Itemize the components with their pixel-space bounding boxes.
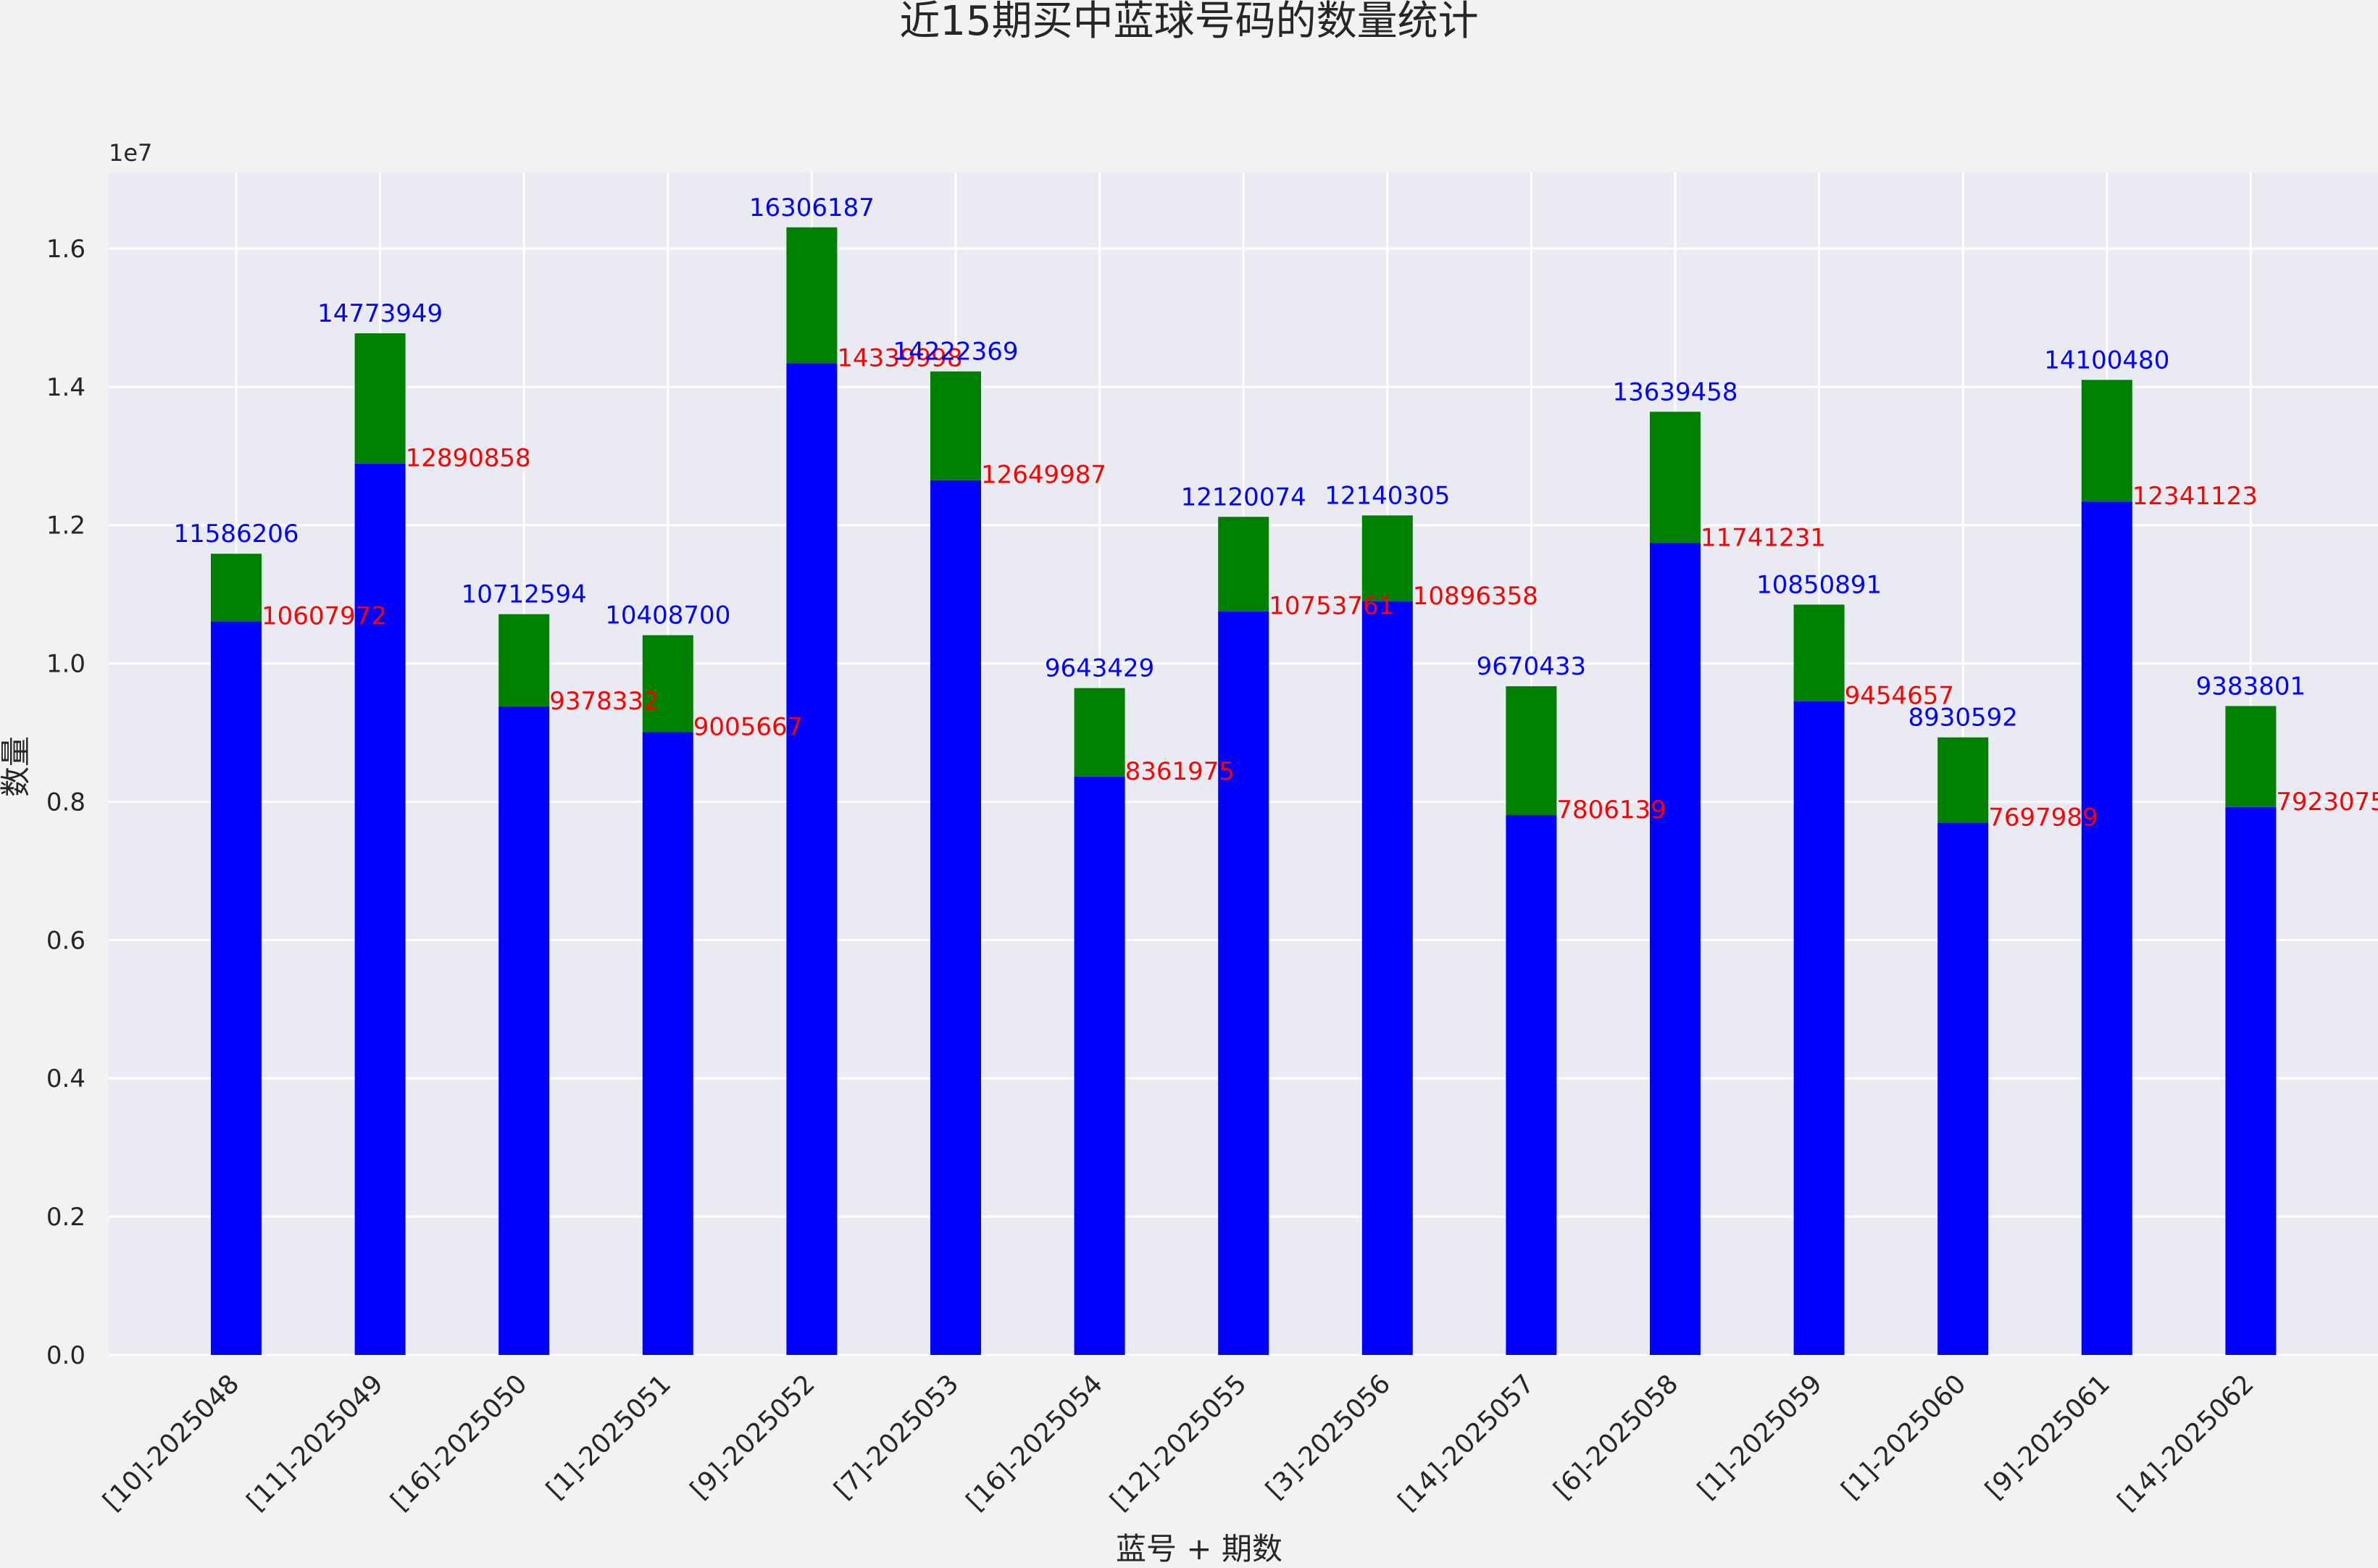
bar-top-segment bbox=[2225, 706, 2277, 807]
chart-title: 近15期买中蓝球号码的数量统计 bbox=[899, 0, 1478, 45]
total-value-label: 12140305 bbox=[1324, 481, 1450, 510]
bar-bottom-segment bbox=[2225, 806, 2277, 1355]
bar-bottom-segment bbox=[1218, 611, 1269, 1355]
total-value-label: 10712594 bbox=[462, 580, 587, 609]
bar-bottom-segment bbox=[1937, 822, 1989, 1355]
bar-bottom-segment bbox=[1361, 601, 1413, 1355]
y-axis-ticks: 0.0 0.2 0.4 0.6 0.8 1.0 1.2 1.4 1.6 bbox=[46, 235, 85, 1370]
bar-top-segment bbox=[498, 614, 550, 706]
bar-top-segment bbox=[642, 635, 693, 733]
total-value-label: 14100480 bbox=[2044, 346, 2169, 375]
bar-bottom-segment bbox=[2081, 501, 2132, 1355]
bottom-value-label: 10753761 bbox=[1269, 592, 1394, 621]
bottom-value-label: 12649987 bbox=[981, 461, 1106, 490]
total-value-label: 16306187 bbox=[749, 193, 875, 222]
bars bbox=[211, 227, 2277, 1356]
bar-bottom-segment bbox=[211, 621, 262, 1355]
total-value-label: 12120074 bbox=[1181, 483, 1306, 512]
y-tick-label: 0.6 bbox=[46, 926, 85, 955]
bar-top-segment bbox=[1793, 604, 1845, 701]
bar-top-segment bbox=[1506, 686, 1557, 815]
bar-bottom-segment bbox=[786, 363, 838, 1356]
bottom-value-label: 9005667 bbox=[693, 713, 803, 742]
bottom-value-label: 9378332 bbox=[549, 687, 659, 716]
bottom-value-label: 7806139 bbox=[1556, 796, 1666, 825]
bar-bottom-segment bbox=[1793, 701, 1845, 1355]
bar-top-segment bbox=[354, 333, 406, 464]
bar-bottom-segment bbox=[1506, 814, 1557, 1355]
y-tick-label: 1.4 bbox=[46, 373, 85, 402]
bar-top-segment bbox=[1650, 412, 1701, 543]
bar-top-segment bbox=[1218, 517, 1269, 612]
y-tick-label: 1.2 bbox=[46, 512, 85, 541]
y-tick-label: 1.6 bbox=[46, 235, 85, 264]
bar-top-segment bbox=[1361, 515, 1413, 602]
y-tick-label: 0.8 bbox=[46, 788, 85, 817]
bar-bottom-segment bbox=[354, 463, 406, 1355]
bottom-value-label: 14339998 bbox=[837, 343, 962, 372]
total-value-label: 10850891 bbox=[1756, 570, 1882, 599]
total-value-label: 9643429 bbox=[1045, 654, 1154, 683]
bar-top-segment bbox=[211, 554, 262, 622]
bar-bottom-segment bbox=[498, 706, 550, 1355]
bottom-value-label: 7923075 bbox=[2276, 788, 2378, 817]
bottom-value-label: 8361975 bbox=[1125, 757, 1235, 786]
bar-bottom-segment bbox=[930, 480, 981, 1355]
y-axis-label: 数量 bbox=[0, 736, 33, 797]
bar-top-segment bbox=[786, 227, 838, 364]
bottom-value-label: 12890858 bbox=[406, 444, 531, 473]
total-value-label: 8930592 bbox=[1908, 704, 2017, 733]
bar-top-segment bbox=[2081, 380, 2132, 502]
total-value-label: 9383801 bbox=[2196, 672, 2306, 701]
y-tick-label: 1.0 bbox=[46, 650, 85, 679]
bottom-value-label: 11741231 bbox=[1701, 523, 1826, 552]
bottom-value-label: 10607972 bbox=[262, 602, 387, 631]
bottom-value-label: 7697989 bbox=[1988, 803, 2098, 832]
bar-bottom-segment bbox=[1650, 543, 1701, 1356]
total-value-label: 13639458 bbox=[1612, 378, 1737, 406]
x-axis-label: 蓝号 + 期数 bbox=[1116, 1531, 1282, 1567]
bottom-value-label: 12341123 bbox=[2132, 482, 2258, 511]
total-value-label: 14222369 bbox=[893, 338, 1018, 367]
bottom-value-label: 10896358 bbox=[1413, 582, 1538, 611]
total-value-label: 11586206 bbox=[173, 520, 299, 549]
bar-bottom-segment bbox=[1074, 776, 1125, 1355]
data-labels: 11586206 10607972 14773949 12890858 10712594… bbox=[173, 193, 2378, 833]
bar-top-segment bbox=[930, 371, 981, 480]
bottom-value-label: 9454657 bbox=[1845, 682, 1954, 711]
y-tick-label: 0.0 bbox=[46, 1341, 85, 1370]
total-value-label: 9670433 bbox=[1477, 652, 1586, 681]
y-tick-label: 0.4 bbox=[46, 1064, 85, 1093]
y-offset-text: 1e7 bbox=[109, 139, 152, 167]
bar-top-segment bbox=[1937, 737, 1989, 823]
bar-bottom-segment bbox=[642, 732, 693, 1355]
total-value-label: 10408700 bbox=[605, 601, 730, 630]
y-tick-label: 0.2 bbox=[46, 1203, 85, 1232]
bar-top-segment bbox=[1074, 688, 1125, 777]
total-value-label: 14773949 bbox=[317, 299, 443, 328]
